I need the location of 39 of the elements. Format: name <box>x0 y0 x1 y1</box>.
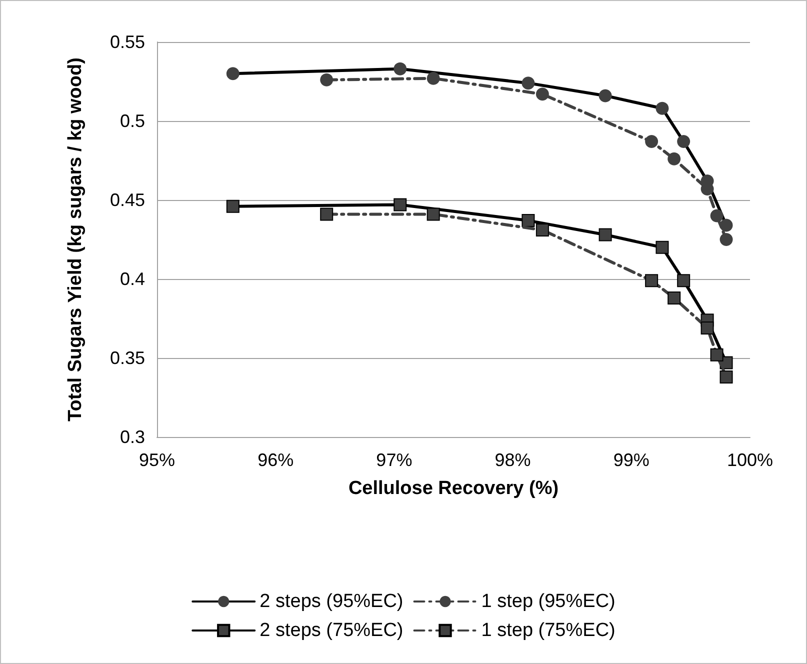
legend-label: 1 step (95%EC) <box>481 591 616 612</box>
x-tick-label: 99% <box>613 450 650 470</box>
y-tick-label: 0.35 <box>110 348 145 368</box>
y-tick-label: 0.55 <box>110 32 145 52</box>
y-tick-label: 0.3 <box>120 427 145 447</box>
point <box>720 233 733 246</box>
y-tick-label: 0.4 <box>120 269 145 289</box>
point <box>226 200 240 213</box>
x-tick-label: 97% <box>376 450 412 470</box>
point <box>320 208 334 221</box>
x-tick-label: 100% <box>726 450 774 470</box>
point <box>522 214 535 228</box>
point <box>700 321 714 334</box>
y-tick-label: 0.5 <box>120 111 145 131</box>
legend-label: 2 steps (75%EC) <box>260 620 404 641</box>
point <box>536 224 549 237</box>
y-tick-label: 0.45 <box>110 190 145 210</box>
point <box>426 208 440 221</box>
point <box>668 291 681 304</box>
point <box>320 73 334 86</box>
point <box>710 209 724 222</box>
legend-label: 2 steps (95%EC) <box>260 591 404 612</box>
point <box>645 135 658 148</box>
x-tick-label: 95% <box>138 450 176 470</box>
x-axis-title: Cellulose Recovery (%) <box>348 478 559 499</box>
x-tick-label: 98% <box>494 450 531 470</box>
point <box>668 152 681 166</box>
point <box>710 348 724 362</box>
point <box>645 274 658 288</box>
point <box>720 370 733 384</box>
legend-label: 1 step (75%EC) <box>481 620 616 641</box>
point <box>677 274 690 288</box>
x-tick-label: 96% <box>258 450 294 470</box>
point <box>394 198 407 212</box>
point <box>598 228 612 242</box>
point <box>656 240 669 254</box>
point <box>536 88 549 101</box>
point <box>426 72 440 85</box>
y-axis-title: Total Sugars Yield (kg sugars / kg wood) <box>65 58 86 422</box>
